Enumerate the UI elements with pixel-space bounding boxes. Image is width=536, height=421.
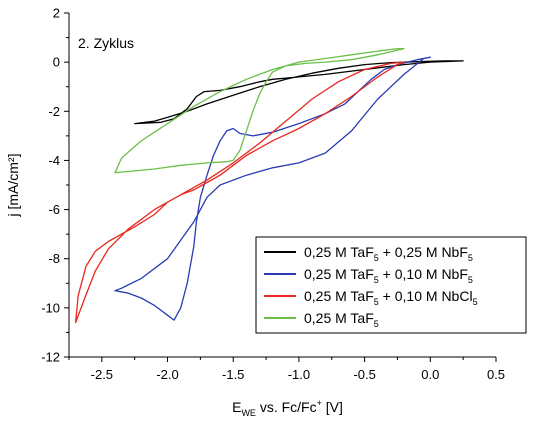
data-series: [74, 47, 464, 324]
y-axis-title: j [mA/cm²]: [5, 154, 21, 218]
y-tick-label: -4: [48, 153, 60, 168]
y-tick-label: -8: [48, 251, 60, 266]
x-tick-label: -1.5: [222, 367, 244, 382]
x-tick-label: 0.0: [421, 367, 439, 382]
y-tick-label: -6: [48, 202, 60, 217]
legend: 0,25 M TaF5 + 0,25 M NbF5 0,25 M TaF5 + 0…: [255, 236, 527, 334]
y-tick-label: -12: [41, 350, 60, 365]
legend-box: [255, 236, 527, 334]
axes: -12 -10 -8 -6 -4 -2 0 2 -2.5 -2.0 -1.5 -1.0 -0.5 0.0 0…: [5, 6, 505, 419]
series-line-4: [114, 47, 405, 174]
x-tick-label: -0.5: [353, 367, 375, 382]
legend-label-1: 0,25 M TaF5 + 0,25 M NbF5: [304, 244, 473, 263]
series-line-1: [134, 60, 464, 125]
series-line-2: [114, 56, 431, 321]
y-tick-label: 2: [53, 6, 60, 21]
legend-label-2: 0,25 M TaF5 + 0,10 M NbF5: [304, 266, 473, 285]
y-tick-label: 0: [53, 55, 60, 70]
series-line-3: [74, 61, 405, 324]
x-tick-label: -1.0: [288, 367, 310, 382]
legend-label-4: 0,25 M TaF5: [304, 310, 379, 329]
x-tick-label: 0.5: [487, 367, 505, 382]
legend-label-3: 0,25 M TaF5 + 0,10 M NbCl5: [304, 288, 478, 307]
x-axis-title: EWE vs. Fc/Fc+ [V]: [232, 398, 343, 418]
cycle-annotation: 2. Zyklus: [78, 35, 134, 51]
x-tick-label: -2.5: [91, 367, 113, 382]
x-tick-label: -2.0: [156, 367, 178, 382]
y-tick-label: -10: [41, 300, 60, 315]
y-tick-label: -2: [48, 104, 60, 119]
